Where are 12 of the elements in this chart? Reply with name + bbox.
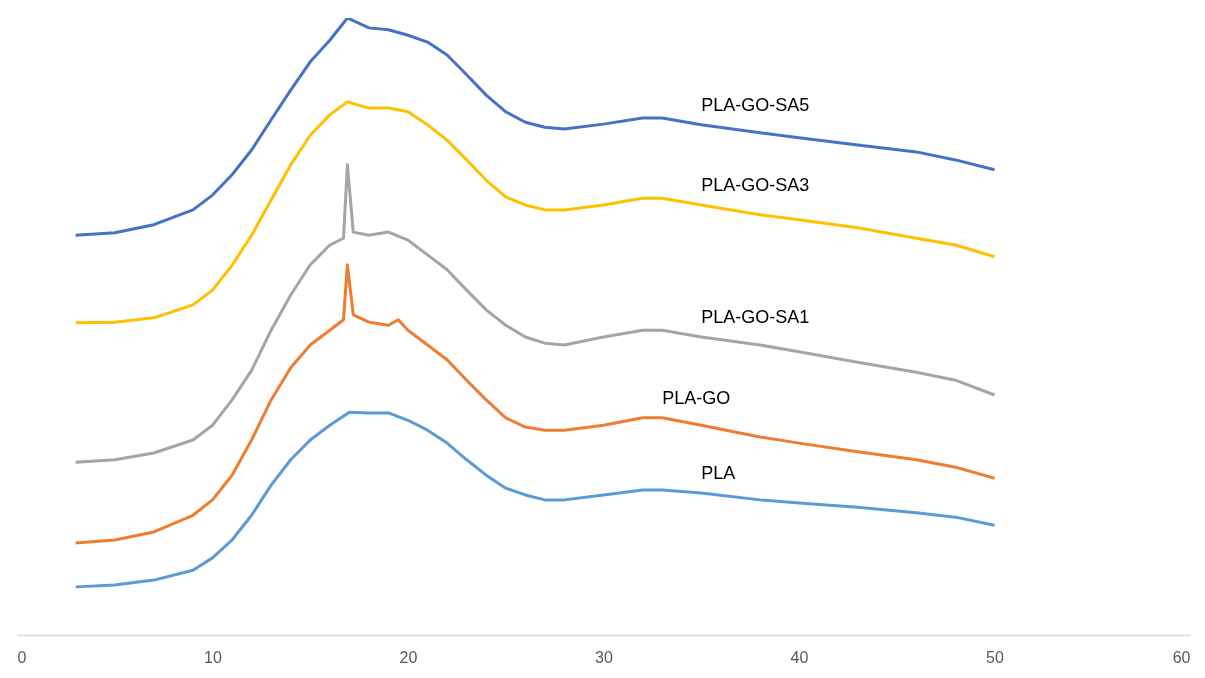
- x-tick-label: 50: [986, 648, 1004, 666]
- series-label: PLA-GO-SA3: [701, 174, 810, 195]
- x-tick-label: 0: [17, 648, 27, 666]
- series-label: PLA-GO: [662, 387, 731, 408]
- x-tick-label: 60: [1172, 648, 1191, 666]
- x-tick-label: 20: [399, 648, 418, 666]
- series-label: PLA-GO-SA5: [701, 94, 810, 115]
- x-tick-label: 40: [790, 648, 809, 666]
- series-label: PLA: [701, 463, 736, 484]
- x-tick-label: 30: [595, 648, 613, 666]
- x-tick-label: 10: [204, 648, 222, 666]
- series-label: PLA-GO-SA1: [701, 306, 810, 327]
